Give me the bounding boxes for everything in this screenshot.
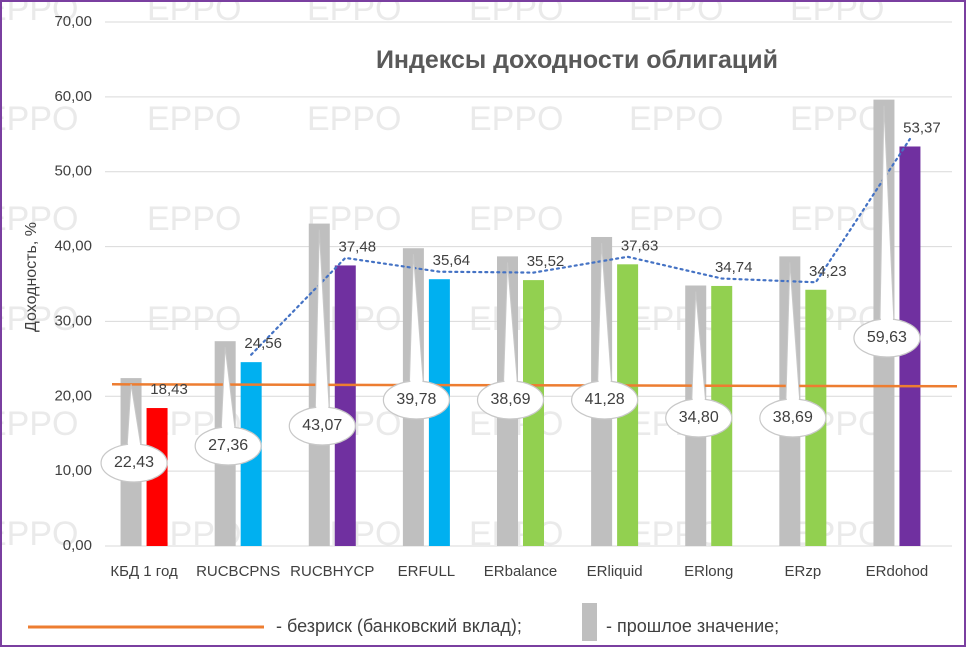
bar-current	[334, 265, 356, 546]
callout-label: 38,69	[773, 409, 813, 426]
category-label: RUCBHYCP	[290, 563, 374, 580]
callout-joint	[692, 398, 705, 404]
chart-title: Индексы доходности облигаций	[376, 46, 778, 74]
legend-riskfree-text: - безриск (банковский вклад);	[276, 616, 522, 636]
callouts-layer: 22,43 27,36 43,07 39,78 38,69 41,28 34,80 38,69…	[100, 105, 921, 483]
callout-label: 41,28	[585, 391, 625, 408]
data-label-current: 24,56	[244, 335, 282, 352]
watermark-text: EPPO	[629, 515, 723, 553]
callout-previous: 38,69	[476, 262, 545, 420]
category-label: ERlong	[684, 563, 733, 580]
legend-previous-swatch	[582, 603, 597, 641]
callout-joint	[786, 398, 799, 404]
data-label-current: 35,64	[433, 252, 471, 269]
y-tick-labels: 0,00 10,00 20,00 30,00 40,00 50,00 60,00 70,00	[54, 13, 92, 554]
category-label: КБД 1 год	[110, 563, 178, 580]
watermark-text: EPPO	[2, 300, 78, 338]
callout-label: 27,36	[208, 437, 248, 454]
callout-previous: 38,69	[759, 262, 827, 438]
y-tick-label: 20,00	[54, 387, 92, 404]
data-labels-layer: 18,43 24,56 37,48 35,64 35,52 37,63 34,74 34,23…	[150, 119, 940, 398]
data-label-current: 37,63	[621, 237, 659, 254]
category-label: ERliquid	[587, 563, 643, 580]
y-tick-label: 30,00	[54, 312, 92, 329]
data-label-current: 18,43	[150, 381, 188, 398]
callout-label: 22,43	[114, 454, 154, 471]
category-label: ERbalance	[484, 563, 557, 580]
callout-previous: 27,36	[194, 347, 262, 466]
callout-joint	[880, 318, 893, 324]
callout-label: 38,69	[490, 391, 530, 408]
callout-previous: 22,43	[100, 384, 168, 483]
watermark-text: EPPO	[2, 405, 78, 443]
data-label-current: 35,52	[527, 253, 565, 270]
watermark-text: EPPO	[469, 2, 563, 28]
y-tick-label: 60,00	[54, 88, 92, 105]
category-labels: КБД 1 год RUCBCPNS RUCBHYCP ERFULL ERbalance…	[110, 563, 928, 580]
callout-joint	[410, 380, 423, 386]
callout-joint	[598, 380, 611, 386]
watermark-text: EPPO	[147, 300, 241, 338]
watermark-text: EPPO	[147, 2, 241, 28]
category-label: ERzp	[784, 563, 821, 580]
watermark-text: EPPO	[629, 100, 723, 138]
watermark-text: EPPO	[629, 200, 723, 238]
riskfree-line	[111, 383, 958, 388]
callout-joint	[316, 406, 329, 412]
watermark-text: EPPO	[469, 200, 563, 238]
y-axis-label: Доходность, %	[23, 222, 40, 332]
y-tick-label: 40,00	[54, 238, 92, 255]
watermark-text: EPPO	[790, 2, 884, 28]
callout-previous: 43,07	[288, 229, 356, 446]
watermark-text: EPPO	[469, 100, 563, 138]
y-tick-label: 0,00	[63, 537, 92, 554]
riskfree-line-layer	[111, 383, 958, 388]
watermark-text: EPPO	[790, 100, 884, 138]
y-tick-label: 10,00	[54, 462, 92, 479]
category-label: RUCBCPNS	[196, 563, 280, 580]
watermark-text: EPPO	[2, 2, 78, 28]
watermark-text: EPPO	[790, 200, 884, 238]
callout-label: 34,80	[679, 409, 719, 426]
callout-joint	[504, 380, 517, 386]
watermark-text: EPPO	[147, 200, 241, 238]
watermark-text: EPPO	[307, 2, 401, 28]
legend: - безриск (банковский вклад); - прошлое …	[28, 603, 779, 641]
data-label-current: 34,23	[809, 263, 847, 280]
callout-label: 39,78	[396, 391, 436, 408]
callout-label: 43,07	[302, 417, 342, 434]
callout-previous: 59,63	[853, 105, 921, 358]
watermark-text: EPPO	[629, 300, 723, 338]
callout-joint	[128, 443, 141, 449]
category-label: ERFULL	[398, 563, 456, 580]
legend-previous-text: - прошлое значение;	[606, 616, 779, 636]
callout-previous: 39,78	[382, 254, 450, 420]
watermark-text: EPPO	[2, 200, 78, 238]
data-label-current: 37,48	[339, 238, 377, 255]
watermark-text: EPPO	[307, 100, 401, 138]
watermark-text: EPPO	[147, 100, 241, 138]
trend-line	[250, 137, 912, 356]
callout-previous: 34,80	[665, 291, 733, 438]
data-label-current: 53,37	[903, 119, 941, 136]
callout-previous: 41,28	[571, 242, 639, 420]
watermark-text: EPPO	[2, 515, 78, 553]
y-tick-label: 70,00	[54, 13, 92, 30]
data-label-current: 34,74	[715, 259, 753, 276]
category-label: ERdohod	[866, 563, 929, 580]
watermark-text: EPPO	[629, 2, 723, 28]
y-tick-label: 50,00	[54, 163, 92, 180]
watermark-text: EPPO	[790, 515, 884, 553]
callout-joint	[222, 426, 235, 432]
trend-line-layer	[250, 137, 912, 356]
watermark-text: EPPO	[2, 100, 78, 138]
callout-label: 59,63	[867, 329, 907, 346]
